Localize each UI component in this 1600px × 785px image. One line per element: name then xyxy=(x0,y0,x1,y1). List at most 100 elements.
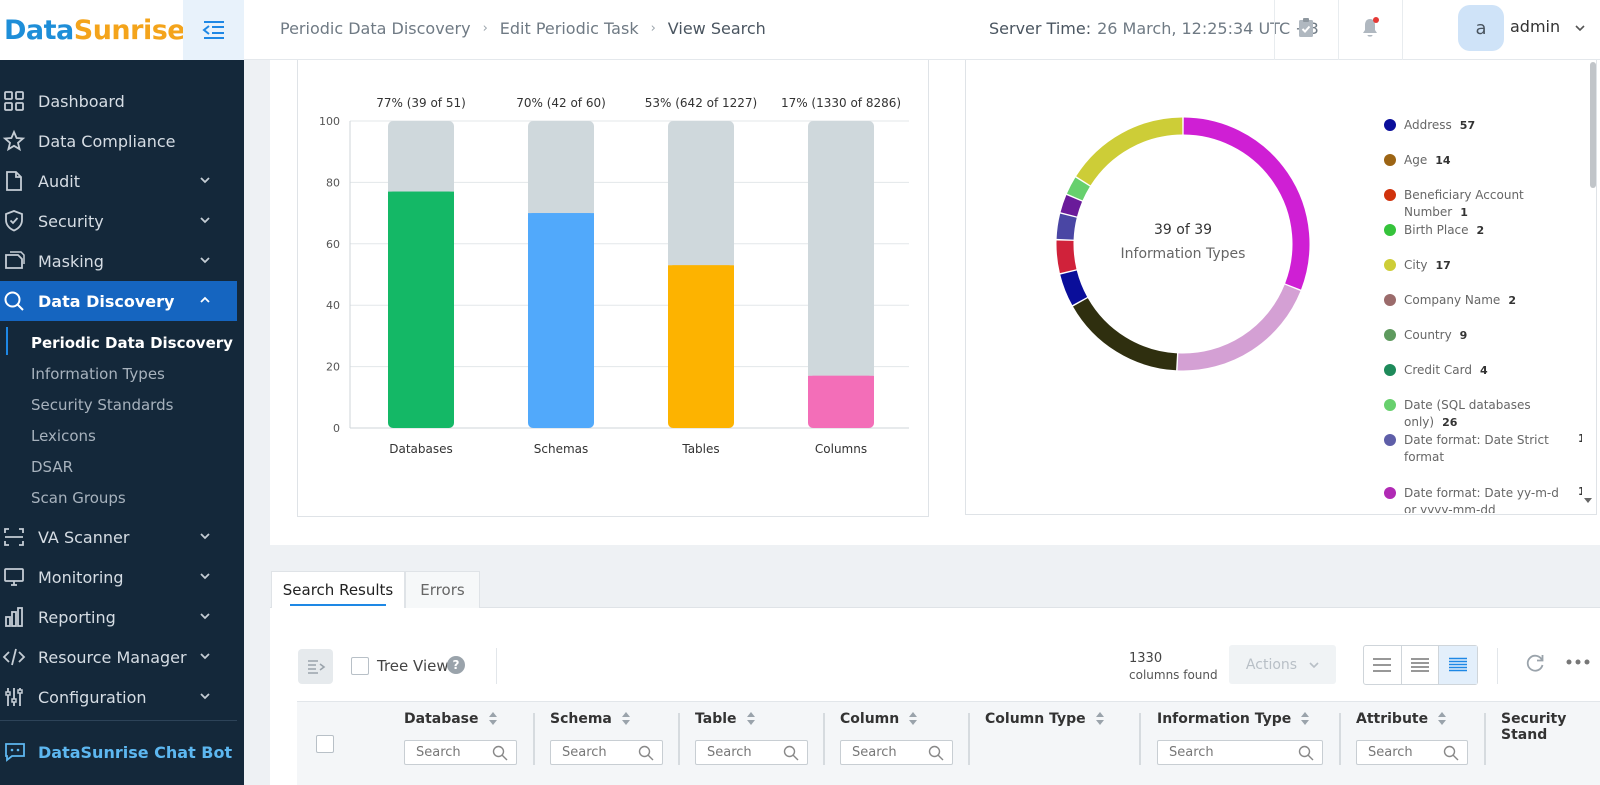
column-resizer[interactable] xyxy=(533,713,535,765)
more-options-icon[interactable] xyxy=(1565,658,1591,666)
legend-label: Date format: Date yy-m-d or yyyy-mm-dd xyxy=(1404,486,1559,513)
tab-errors[interactable]: Errors xyxy=(405,571,480,608)
information-type-search-input[interactable]: Search xyxy=(1157,740,1323,765)
column-resizer[interactable] xyxy=(823,713,825,765)
refresh-icon[interactable] xyxy=(1524,652,1546,674)
legend-item[interactable]: Birth Place 2 xyxy=(1382,218,1582,253)
avatar[interactable]: a xyxy=(1458,5,1504,51)
column-header-attribute[interactable]: Attribute xyxy=(1356,711,1447,727)
sort-icon[interactable] xyxy=(1438,712,1447,726)
donut-slice[interactable] xyxy=(1060,270,1088,306)
table-search-input[interactable]: Search xyxy=(695,740,808,765)
column-header-column-type[interactable]: Column Type xyxy=(985,711,1104,727)
legend-item[interactable]: Date (SQL databases only) 26 xyxy=(1382,393,1582,429)
bar-columns[interactable] xyxy=(808,375,874,428)
bar-databases[interactable] xyxy=(388,191,454,428)
donut-slice[interactable] xyxy=(1056,240,1077,274)
donut-slice[interactable] xyxy=(1183,117,1310,290)
sidebar-item-security[interactable]: Security xyxy=(0,201,244,241)
column-header-information-type[interactable]: Information Type xyxy=(1157,711,1310,727)
user-name[interactable]: admin xyxy=(1510,17,1561,36)
sidebar-subitem-periodic-data-discovery[interactable]: Periodic Data Discovery xyxy=(31,333,233,352)
column-resizer[interactable] xyxy=(1139,713,1141,765)
column-header-database[interactable]: Database xyxy=(404,711,497,727)
column-resizer[interactable] xyxy=(1339,713,1341,765)
legend-item[interactable]: Credit Card 4 xyxy=(1382,358,1582,393)
tab-search-results[interactable]: Search Results xyxy=(271,571,405,608)
density-standard-button[interactable] xyxy=(1402,646,1440,684)
chat-bot-icon xyxy=(5,743,25,762)
legend-item[interactable]: Date format: Date yy-m-d or yyyy-mm-dd 1 xyxy=(1382,481,1582,513)
sort-icon[interactable] xyxy=(909,712,918,726)
sidebar-item-resource-manager[interactable]: Resource Manager xyxy=(0,637,244,677)
column-search-input[interactable]: Search xyxy=(840,740,953,765)
bar-remainder-tables[interactable] xyxy=(668,121,734,270)
scroll-down-arrow-icon[interactable] xyxy=(1583,497,1593,505)
legend-count: 4 xyxy=(1479,364,1488,377)
sort-icon[interactable] xyxy=(1095,712,1104,726)
density-comfortable-button[interactable] xyxy=(1364,646,1402,684)
legend-scrollbar[interactable] xyxy=(1590,62,1596,188)
column-settings-button[interactable] xyxy=(298,649,333,684)
donut-slice[interactable] xyxy=(1177,284,1301,371)
sidebar-subitem-security-standards[interactable]: Security Standards xyxy=(31,395,174,414)
chevron-down-icon[interactable] xyxy=(1574,22,1586,34)
bar-remainder-databases[interactable] xyxy=(388,121,454,196)
bar-remainder-schemas[interactable] xyxy=(528,121,594,218)
datasunrise-logo[interactable]: DataSunrise xyxy=(4,14,186,46)
legend-item[interactable]: Beneficiary Account Number 1 xyxy=(1382,183,1582,219)
bell-icon[interactable] xyxy=(1358,16,1382,40)
donut-slice[interactable] xyxy=(1076,117,1183,186)
sidebar-item-masking[interactable]: Masking xyxy=(0,241,244,281)
sidebar-item-dashboard[interactable]: Dashboard xyxy=(0,81,244,121)
bar-remainder-columns[interactable] xyxy=(808,121,874,380)
breadcrumb-item-periodic-data-discovery[interactable]: Periodic Data Discovery xyxy=(280,19,471,38)
help-icon[interactable]: ? xyxy=(447,656,465,674)
sort-icon[interactable] xyxy=(746,712,755,726)
column-header-security-standard[interactable]: Security Stand xyxy=(1501,711,1600,743)
clipboard-check-icon[interactable] xyxy=(1294,16,1318,40)
schema-search-input[interactable]: Search xyxy=(550,740,663,765)
sidebar-item-monitoring[interactable]: Monitoring xyxy=(0,557,244,597)
column-resizer[interactable] xyxy=(1484,713,1486,765)
donut-slice[interactable] xyxy=(1066,177,1090,201)
sidebar-item-va-scanner[interactable]: VA Scanner xyxy=(0,517,244,557)
column-header-table[interactable]: Table xyxy=(695,711,755,727)
column-resizer[interactable] xyxy=(968,713,970,765)
sidebar-item-reporting[interactable]: Reporting xyxy=(0,597,244,637)
chatbot-button[interactable]: DataSunrise Chat Bot xyxy=(0,720,244,772)
sidebar-item-configuration[interactable]: Configuration xyxy=(0,677,244,717)
breadcrumb-item-edit-periodic-task[interactable]: Edit Periodic Task xyxy=(499,19,639,38)
legend-item[interactable]: Age 14 xyxy=(1382,148,1582,183)
legend-item[interactable]: Company Name 2 xyxy=(1382,288,1582,323)
legend-item[interactable]: Date format: Date Strict format 1 xyxy=(1382,428,1582,481)
donut-slice[interactable] xyxy=(1060,195,1083,217)
bar-schemas[interactable] xyxy=(528,213,594,428)
sidebar-subitem-dsar[interactable]: DSAR xyxy=(31,457,74,476)
bar-tables[interactable] xyxy=(668,265,734,428)
select-all-checkbox[interactable] xyxy=(316,735,334,753)
sidebar-item-data-compliance[interactable]: Data Compliance xyxy=(0,121,244,161)
donut-slice[interactable] xyxy=(1056,213,1077,240)
sidebar-item-data-discovery[interactable]: Data Discovery xyxy=(0,281,237,321)
sort-icon[interactable] xyxy=(488,712,497,726)
menu-toggle-button[interactable] xyxy=(183,0,244,60)
sidebar-subitem-scan-groups[interactable]: Scan Groups xyxy=(31,488,126,507)
database-search-input[interactable]: Search xyxy=(404,740,517,765)
sort-icon[interactable] xyxy=(1301,712,1310,726)
column-header-column[interactable]: Column xyxy=(840,711,918,727)
sort-icon[interactable] xyxy=(621,712,630,726)
attribute-search-input[interactable]: Search xyxy=(1356,740,1468,765)
tree-view-checkbox[interactable] xyxy=(351,657,369,675)
sidebar-item-audit[interactable]: Audit xyxy=(0,161,244,201)
actions-dropdown[interactable]: Actions xyxy=(1229,645,1336,684)
column-header-schema[interactable]: Schema xyxy=(550,711,630,727)
sidebar-subitem-lexicons[interactable]: Lexicons xyxy=(31,426,96,445)
density-compact-button[interactable] xyxy=(1439,646,1477,684)
legend-item[interactable]: Country 9 xyxy=(1382,323,1582,358)
donut-slice[interactable] xyxy=(1073,297,1178,371)
sidebar-subitem-information-types[interactable]: Information Types xyxy=(31,364,165,383)
column-resizer[interactable] xyxy=(678,713,680,765)
legend-item[interactable]: Address 57 xyxy=(1382,113,1582,148)
legend-item[interactable]: City 17 xyxy=(1382,253,1582,288)
